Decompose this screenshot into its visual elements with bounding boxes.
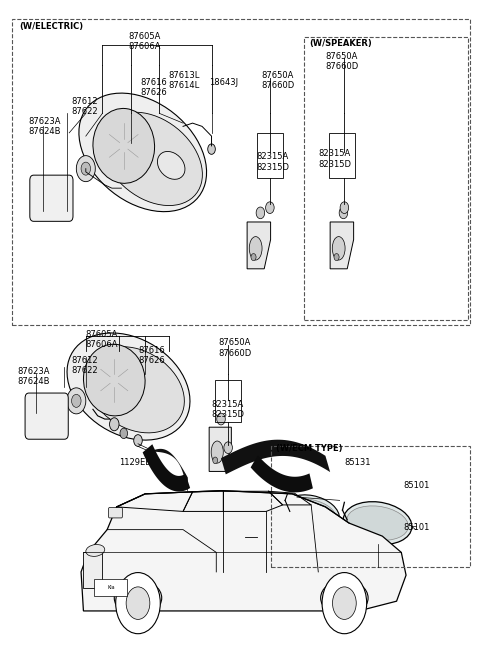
Circle shape bbox=[224, 442, 232, 453]
Polygon shape bbox=[150, 449, 188, 494]
Circle shape bbox=[256, 207, 264, 218]
Text: 85101: 85101 bbox=[404, 523, 430, 532]
Text: 87612
87622: 87612 87622 bbox=[72, 356, 98, 375]
Polygon shape bbox=[143, 444, 190, 491]
Circle shape bbox=[126, 587, 150, 619]
Text: 18643J: 18643J bbox=[209, 77, 238, 87]
Bar bbox=[84, 552, 102, 588]
Ellipse shape bbox=[343, 502, 412, 544]
Bar bbox=[304, 37, 468, 319]
Text: 87612
87622: 87612 87622 bbox=[72, 97, 98, 117]
Polygon shape bbox=[209, 427, 231, 472]
Text: 87605A
87606A: 87605A 87606A bbox=[129, 32, 161, 51]
Bar bbox=[271, 446, 470, 567]
Circle shape bbox=[116, 573, 160, 634]
Ellipse shape bbox=[93, 108, 155, 183]
Circle shape bbox=[208, 144, 216, 154]
Circle shape bbox=[72, 394, 81, 407]
Circle shape bbox=[217, 413, 225, 425]
Ellipse shape bbox=[283, 495, 339, 532]
Text: (W/ELECTRIC): (W/ELECTRIC) bbox=[19, 22, 84, 31]
Circle shape bbox=[339, 207, 348, 218]
Circle shape bbox=[340, 202, 348, 213]
Ellipse shape bbox=[332, 237, 345, 260]
Circle shape bbox=[213, 457, 217, 464]
Ellipse shape bbox=[114, 580, 162, 616]
Ellipse shape bbox=[79, 93, 206, 212]
Text: 87650A
87660D: 87650A 87660D bbox=[261, 71, 295, 91]
Circle shape bbox=[76, 155, 96, 182]
Circle shape bbox=[334, 254, 339, 260]
Polygon shape bbox=[247, 222, 271, 269]
Circle shape bbox=[67, 388, 86, 414]
Bar bbox=[12, 19, 470, 325]
Bar bbox=[257, 133, 283, 178]
Text: 87623A
87624B: 87623A 87624B bbox=[29, 117, 61, 136]
Ellipse shape bbox=[102, 112, 203, 205]
Circle shape bbox=[81, 162, 91, 175]
Circle shape bbox=[265, 202, 274, 213]
Ellipse shape bbox=[321, 580, 368, 616]
Text: 87616
87626: 87616 87626 bbox=[138, 346, 165, 365]
Ellipse shape bbox=[87, 347, 184, 433]
Polygon shape bbox=[221, 440, 330, 474]
Ellipse shape bbox=[86, 544, 105, 556]
Text: 87613L
87614L: 87613L 87614L bbox=[169, 71, 200, 91]
Text: (W/ECM TYPE): (W/ECM TYPE) bbox=[276, 443, 342, 453]
Circle shape bbox=[333, 587, 356, 619]
Text: Kia: Kia bbox=[107, 585, 115, 590]
Bar bbox=[215, 380, 241, 422]
Ellipse shape bbox=[249, 237, 262, 260]
Circle shape bbox=[134, 435, 142, 446]
Text: 1129EE: 1129EE bbox=[119, 458, 151, 467]
FancyBboxPatch shape bbox=[108, 508, 122, 518]
FancyBboxPatch shape bbox=[25, 393, 68, 440]
Text: 87616
87626: 87616 87626 bbox=[140, 77, 167, 97]
Text: 85101: 85101 bbox=[404, 481, 430, 490]
Text: 82315A
82315D: 82315A 82315D bbox=[318, 149, 351, 169]
Text: (W/SPEAKER): (W/SPEAKER) bbox=[309, 39, 372, 47]
Polygon shape bbox=[81, 491, 406, 611]
Circle shape bbox=[120, 428, 128, 439]
Text: 87623A
87624B: 87623A 87624B bbox=[17, 367, 49, 386]
Bar bbox=[329, 133, 355, 178]
Text: 82315A
82315D: 82315A 82315D bbox=[257, 152, 289, 172]
Ellipse shape bbox=[67, 333, 190, 440]
Text: 82315A
82315D: 82315A 82315D bbox=[212, 400, 244, 419]
Text: 87650A
87660D: 87650A 87660D bbox=[325, 52, 359, 71]
Text: 87650A
87660D: 87650A 87660D bbox=[219, 338, 252, 358]
Ellipse shape bbox=[211, 441, 223, 463]
Ellipse shape bbox=[84, 344, 145, 416]
FancyBboxPatch shape bbox=[30, 175, 73, 221]
Text: 87605A
87606A: 87605A 87606A bbox=[86, 330, 118, 350]
Circle shape bbox=[251, 254, 256, 260]
Ellipse shape bbox=[347, 506, 408, 541]
FancyBboxPatch shape bbox=[95, 579, 127, 596]
Ellipse shape bbox=[287, 499, 336, 527]
Circle shape bbox=[322, 573, 367, 634]
Circle shape bbox=[109, 418, 119, 431]
Text: 85131: 85131 bbox=[344, 458, 371, 467]
Polygon shape bbox=[251, 455, 313, 493]
Ellipse shape bbox=[157, 152, 185, 179]
Polygon shape bbox=[330, 222, 354, 269]
